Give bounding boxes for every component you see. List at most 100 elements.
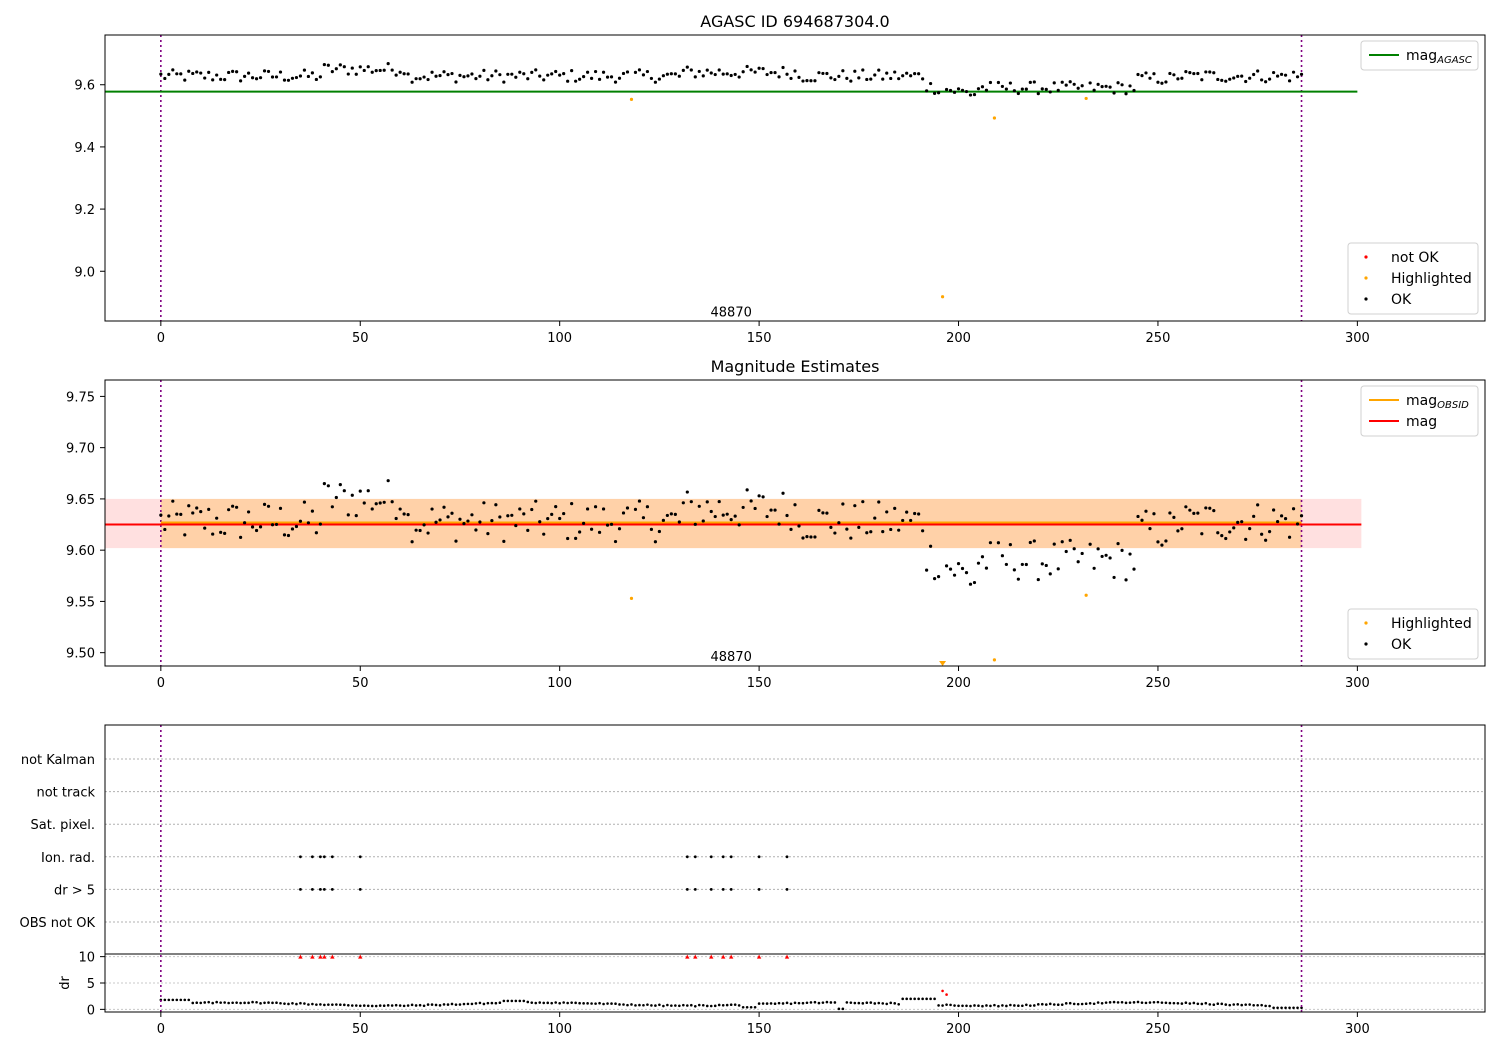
ok-point xyxy=(546,516,550,521)
ok-point xyxy=(813,535,817,539)
panel-2-obsid-annotation: 48870 xyxy=(711,650,752,665)
dr-point xyxy=(386,1004,390,1007)
dr-point xyxy=(430,1003,434,1006)
dr-point xyxy=(1276,1006,1279,1010)
ok-point xyxy=(797,524,801,528)
ok-point xyxy=(617,76,622,80)
dr-point xyxy=(957,1004,960,1008)
ok-point xyxy=(1144,509,1148,513)
dr-point xyxy=(195,1001,199,1004)
dr-point xyxy=(506,999,510,1003)
ok-point xyxy=(1295,75,1300,79)
dr-point xyxy=(753,1005,757,1009)
ok-point xyxy=(506,72,510,76)
ok-point xyxy=(266,504,271,508)
ok-point xyxy=(1116,542,1120,546)
dr-point xyxy=(953,1004,956,1007)
ok-point xyxy=(1132,567,1136,571)
panel-1-ticks: 0 50 100 150 200 250 300 9.0 9.2 9.4 9.6 xyxy=(74,79,1369,346)
ok-point xyxy=(609,522,614,526)
flag-point xyxy=(693,855,697,859)
ok-point xyxy=(1252,72,1256,77)
highlighted-point xyxy=(940,295,945,299)
ok-point xyxy=(853,69,857,73)
dr-point xyxy=(442,1003,446,1006)
ok-point xyxy=(410,80,414,84)
ok-point xyxy=(745,64,749,69)
flag-point xyxy=(322,888,326,891)
ok-point xyxy=(498,515,502,519)
dr-point xyxy=(283,1002,286,1005)
ok-point xyxy=(741,70,745,74)
dr-point xyxy=(291,1001,294,1005)
ok-point xyxy=(422,523,426,527)
ok-point xyxy=(326,484,330,488)
flag-point xyxy=(299,855,302,859)
ok-point xyxy=(530,507,534,512)
ok-point xyxy=(793,69,797,73)
x-tick-label: 150 xyxy=(747,331,772,346)
dr-point xyxy=(526,1000,530,1004)
dr-clipped-marker xyxy=(685,954,690,959)
ok-point xyxy=(550,512,554,516)
flag-point xyxy=(685,855,689,859)
ok-point xyxy=(841,502,845,506)
ok-point xyxy=(390,68,394,72)
ok-point xyxy=(653,540,658,544)
ok-point xyxy=(661,74,665,78)
ok-point xyxy=(530,70,534,74)
dr-point xyxy=(977,1004,980,1008)
ok-point xyxy=(458,73,462,77)
ok-point xyxy=(837,521,841,525)
ok-point xyxy=(737,523,741,527)
ok-point xyxy=(223,531,227,535)
ok-point xyxy=(641,73,646,77)
dr-clipped-marker xyxy=(310,954,315,959)
dr-point xyxy=(482,1002,486,1006)
ok-point xyxy=(1188,71,1192,75)
ok-point xyxy=(414,77,418,81)
legend-point-swatch xyxy=(1364,297,1368,301)
ok-point xyxy=(917,512,921,516)
ok-point xyxy=(825,71,829,76)
ok-point xyxy=(354,514,358,518)
ok-point xyxy=(789,76,793,81)
dr-point xyxy=(1120,1000,1124,1004)
dr-point xyxy=(670,1004,673,1007)
ok-point xyxy=(589,527,594,531)
ok-point xyxy=(1240,74,1244,78)
ok-point xyxy=(769,508,773,512)
ok-point xyxy=(773,508,777,512)
ok-point xyxy=(877,500,881,504)
dr-point xyxy=(1176,1001,1180,1005)
ok-point xyxy=(693,75,697,79)
dr-point xyxy=(909,997,912,1001)
ok-point xyxy=(246,510,251,514)
ok-point xyxy=(709,71,713,75)
ok-point xyxy=(713,72,717,77)
dr-point xyxy=(382,1004,386,1007)
ok-point xyxy=(593,69,598,74)
category-row-label: not Kalman xyxy=(21,753,95,768)
ok-point xyxy=(976,87,981,91)
dr-point xyxy=(789,1002,793,1006)
dr-point xyxy=(785,1001,789,1005)
legend-box xyxy=(1360,40,1479,71)
ok-point xyxy=(406,512,410,517)
dr-point xyxy=(354,1004,358,1007)
panel-mag-estimates: Magnitude Estimates 0 50 100 150 200 250 300 9.… xyxy=(66,357,1486,691)
dr-point xyxy=(905,997,908,1001)
dr-point xyxy=(1108,1001,1112,1004)
ok-point xyxy=(258,525,263,529)
panel-1-plot-area xyxy=(105,35,1358,321)
y-tick-label: 9.2 xyxy=(74,203,95,218)
ok-point xyxy=(314,77,318,82)
dr-point xyxy=(825,1000,829,1004)
dr-point xyxy=(454,1003,458,1006)
ok-point xyxy=(362,501,366,505)
dr-point xyxy=(530,1001,534,1004)
dr-point xyxy=(793,1001,797,1005)
ok-point xyxy=(1287,535,1292,539)
ok-point xyxy=(785,513,789,518)
dr-point xyxy=(554,1001,557,1004)
